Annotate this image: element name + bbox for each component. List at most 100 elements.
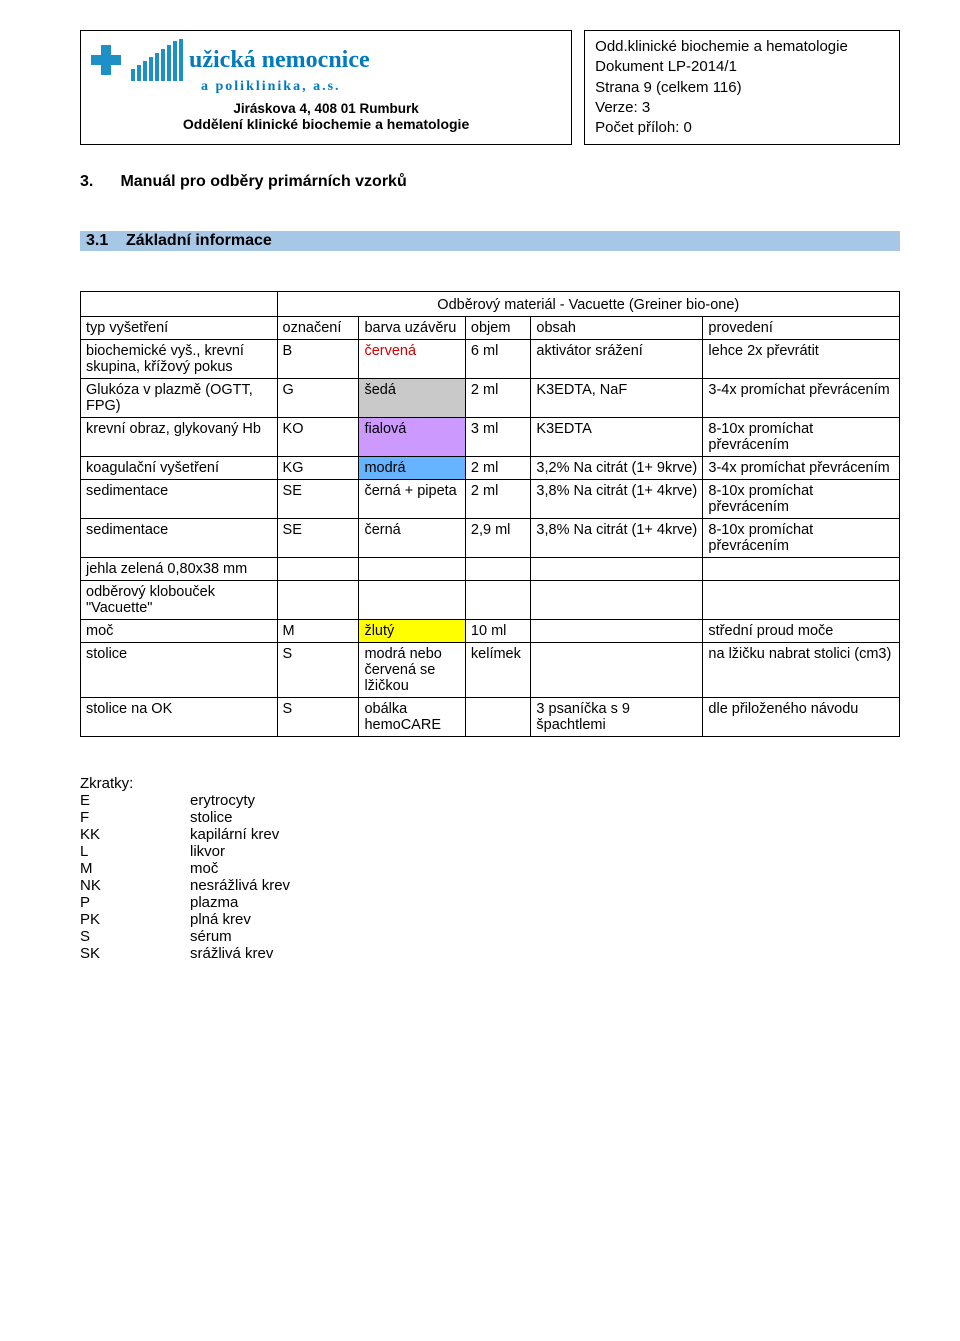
bars-icon (131, 39, 183, 81)
abbrev-key: E (80, 792, 190, 809)
table-row: odběrový klobouček "Vacuette" (81, 581, 900, 620)
abbrev-row: Llikvor (80, 843, 900, 860)
abbrev-key: M (80, 860, 190, 877)
info-page: Strana 9 (celkem 116) (595, 78, 889, 98)
abbrev-title: Zkratky: (80, 775, 900, 792)
th-content: obsah (531, 317, 703, 340)
table-row: močMžlutý10 mlstřední proud moče (81, 620, 900, 643)
abbrev-row: Fstolice (80, 809, 900, 826)
cell-volume: kelímek (465, 643, 531, 698)
cell-code: SE (277, 519, 359, 558)
cell-type: koagulační vyšetření (81, 457, 278, 480)
subsection-heading: 3.1 Základní informace (80, 231, 900, 251)
cell-volume (465, 698, 531, 737)
cell-type: sedimentace (81, 519, 278, 558)
cell-volume: 6 ml (465, 340, 531, 379)
table-row: sedimentaceSEčerná2,9 ml3,8% Na citrát (… (81, 519, 900, 558)
cell-color: obálka hemoCARE (359, 698, 465, 737)
th-type: typ vyšetření (81, 317, 278, 340)
th-code: označení (277, 317, 359, 340)
logo-title: užická nemocnice (189, 48, 370, 72)
material-table: Odběrový materiál - Vacuette (Greiner bi… (80, 291, 900, 737)
doc-info-box: Odd.klinické biochemie a hematologie Dok… (584, 30, 900, 145)
cell-type: biochemické vyš., krevní skupina, křížov… (81, 340, 278, 379)
info-version: Verze: 3 (595, 98, 889, 118)
cell-proc: 8-10x promíchat převrácením (703, 418, 900, 457)
table-head-row: typ vyšetření označení barva uzávěru obj… (81, 317, 900, 340)
abbrev-row: KKkapilární krev (80, 826, 900, 843)
abbrev-key: F (80, 809, 190, 826)
cell-content: K3EDTA (531, 418, 703, 457)
page-header: užická nemocnice a poliklinika, a.s. Jir… (80, 30, 900, 145)
abbrev-key: NK (80, 877, 190, 894)
abbrev-key: L (80, 843, 190, 860)
th-color: barva uzávěru (359, 317, 465, 340)
table-row: koagulační vyšetřeníKGmodrá2 ml3,2% Na c… (81, 457, 900, 480)
cell-color (359, 581, 465, 620)
cell-proc: střední proud moče (703, 620, 900, 643)
cell-type: Glukóza v plazmě (OGTT, FPG) (81, 379, 278, 418)
abbrev-key: P (80, 894, 190, 911)
abbrev-value: moč (190, 860, 218, 877)
abbrev-row: Eerytrocyty (80, 792, 900, 809)
table-row: stolice na OKSobálka hemoCARE3 psaníčka … (81, 698, 900, 737)
cell-color: černá + pipeta (359, 480, 465, 519)
cell-code: SE (277, 480, 359, 519)
cell-proc: 3-4x promíchat převrácením (703, 457, 900, 480)
cell-proc: dle přiloženého návodu (703, 698, 900, 737)
cell-color: šedá (359, 379, 465, 418)
abbrev-value: sérum (190, 928, 232, 945)
cell-code (277, 558, 359, 581)
th-proc: provedení (703, 317, 900, 340)
info-attachments: Počet příloh: 0 (595, 118, 889, 138)
abbrev-value: stolice (190, 809, 233, 826)
cell-volume: 2 ml (465, 457, 531, 480)
section-heading: 3. Manuál pro odběry primárních vzorků (80, 173, 900, 191)
subsection-number: 3.1 (80, 231, 120, 251)
table-row: Glukóza v plazmě (OGTT, FPG)Gšedá2 mlK3E… (81, 379, 900, 418)
cell-type: krevní obraz, glykovaný Hb (81, 418, 278, 457)
abbrev-key: S (80, 928, 190, 945)
cell-proc: 8-10x promíchat převrácením (703, 519, 900, 558)
cell-proc: na lžičku nabrat stolici (cm3) (703, 643, 900, 698)
cell-proc: lehce 2x převrátit (703, 340, 900, 379)
table-row: krevní obraz, glykovaný HbKOfialová3 mlK… (81, 418, 900, 457)
cell-proc (703, 581, 900, 620)
abbrev-row: PKplná krev (80, 911, 900, 928)
cell-content (531, 643, 703, 698)
abbrev-value: erytrocyty (190, 792, 255, 809)
cell-content (531, 581, 703, 620)
abbrev-row: Mmoč (80, 860, 900, 877)
section-title: Manuál pro odběry primárních vzorků (120, 173, 406, 190)
table-row: jehla zelená 0,80x38 mm (81, 558, 900, 581)
abbrev-key: SK (80, 945, 190, 962)
cell-code: M (277, 620, 359, 643)
cell-volume (465, 581, 531, 620)
abbrev-value: likvor (190, 843, 225, 860)
cell-code: S (277, 643, 359, 698)
cell-proc (703, 558, 900, 581)
section-number: 3. (80, 173, 116, 191)
cell-content (531, 558, 703, 581)
cell-code: G (277, 379, 359, 418)
info-dept: Odd.klinické biochemie a hematologie (595, 37, 889, 57)
abbrev-value: plná krev (190, 911, 251, 928)
logo-address: Jiráskova 4, 408 01 Rumburk (91, 101, 561, 116)
cell-color: černá (359, 519, 465, 558)
th-volume: objem (465, 317, 531, 340)
cell-color: žlutý (359, 620, 465, 643)
abbrev-row: NKnesrážlivá krev (80, 877, 900, 894)
cell-type: jehla zelená 0,80x38 mm (81, 558, 278, 581)
cell-volume: 2 ml (465, 480, 531, 519)
abbrev-value: srážlivá krev (190, 945, 273, 962)
cross-icon (91, 45, 121, 75)
abbrev-row: Pplazma (80, 894, 900, 911)
cell-code: S (277, 698, 359, 737)
table-row: sedimentaceSEčerná + pipeta2 ml3,8% Na c… (81, 480, 900, 519)
table-caption: Odběrový materiál - Vacuette (Greiner bi… (283, 295, 894, 313)
table-row: stoliceSmodrá nebo červená se lžičkoukel… (81, 643, 900, 698)
info-doc: Dokument LP-2014/1 (595, 57, 889, 77)
table-row: biochemické vyš., krevní skupina, křížov… (81, 340, 900, 379)
abbreviations: Zkratky: EerytrocytyFstoliceKKkapilární … (80, 775, 900, 962)
cell-content: 3 psaníčka s 9 špachtlemi (531, 698, 703, 737)
